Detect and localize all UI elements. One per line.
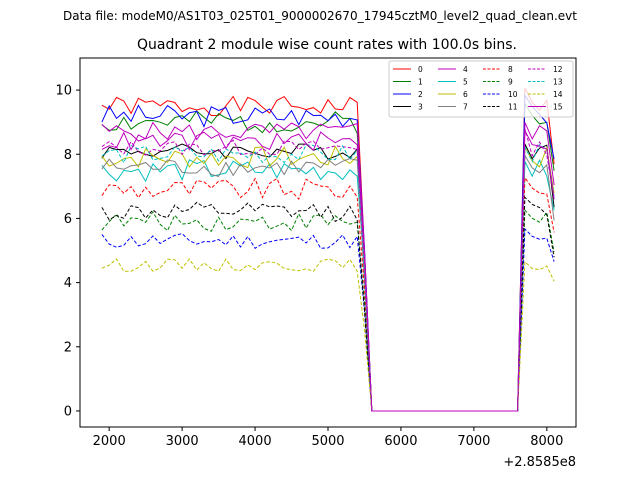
y-tick-label: 2	[64, 340, 72, 355]
x-tick-label: 7000	[457, 434, 490, 449]
series-line-14	[101, 258, 555, 412]
legend-label-14: 14	[553, 90, 563, 99]
x-tick-label: 5000	[311, 434, 344, 449]
x-offset-label: +2.8585e8	[503, 455, 576, 470]
y-axis: 0 2 4 6 8 10	[55, 84, 80, 419]
series-line-8	[101, 176, 555, 412]
series-line-13	[101, 143, 555, 412]
chart-title: Quadrant 2 module wise count rates with …	[137, 37, 517, 53]
legend-label-10: 10	[508, 90, 518, 99]
legend-box	[388, 60, 574, 118]
legend-label-15: 15	[553, 103, 563, 112]
x-tick-label: 2000	[93, 434, 126, 449]
legend-label-13: 13	[553, 78, 563, 87]
series-line-5	[101, 159, 555, 412]
legend-label-9: 9	[508, 78, 513, 87]
y-tick-label: 6	[64, 212, 72, 227]
legend-label-5: 5	[463, 78, 468, 87]
x-tick-label: 3000	[166, 434, 199, 449]
series-line-10	[101, 227, 555, 412]
legend-label-0: 0	[418, 65, 423, 74]
series-line-12	[101, 128, 555, 412]
legend-label-1: 1	[418, 78, 423, 87]
suptitle: Data file: modeM0/AS1T03_025T01_90000026…	[63, 9, 577, 23]
legend-label-4: 4	[463, 65, 468, 74]
legend-label-6: 6	[463, 90, 468, 99]
legend-label-8: 8	[508, 65, 513, 74]
x-tick-label: 6000	[384, 434, 417, 449]
y-tick-label: 0	[64, 404, 72, 419]
x-axis: 2000 3000 4000 5000 6000 7000 8000	[93, 427, 563, 449]
legend-label-12: 12	[553, 65, 563, 74]
series-line-6	[101, 145, 555, 412]
legend-label-2: 2	[418, 90, 423, 99]
legend-label-7: 7	[463, 103, 468, 112]
x-tick-label: 4000	[239, 434, 272, 449]
series-line-15	[101, 128, 555, 412]
y-tick-label: 10	[55, 84, 72, 99]
x-tick-label: 8000	[530, 434, 563, 449]
series-line-7	[101, 153, 555, 412]
legend-label-3: 3	[418, 103, 423, 112]
y-tick-label: 8	[64, 148, 72, 163]
series-line-9	[101, 208, 555, 412]
plot-lines	[101, 87, 555, 412]
series-line-11	[101, 196, 555, 412]
series-line-2	[101, 93, 555, 412]
series-line-3	[101, 143, 555, 412]
y-tick-label: 4	[64, 276, 72, 291]
legend-label-11: 11	[508, 103, 518, 112]
